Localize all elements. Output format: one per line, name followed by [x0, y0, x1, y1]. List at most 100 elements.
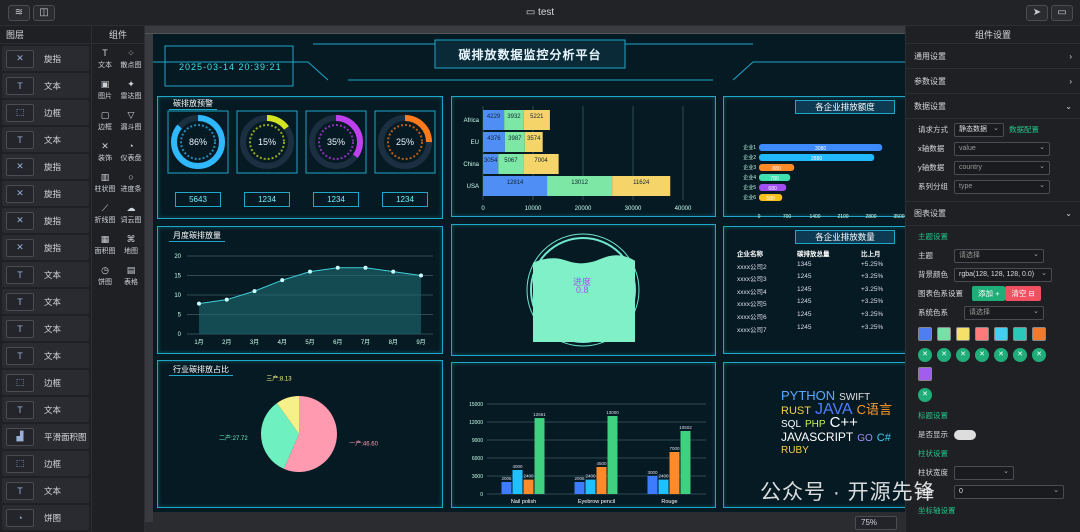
color-swatches: ✕ ✕ ✕ ✕ ✕ ✕ ✕ ✕	[906, 327, 1076, 402]
color-swatch[interactable]	[994, 327, 1008, 341]
layer-item[interactable]: ⬚ 边框	[2, 370, 89, 395]
component-item[interactable]: ◷ 饼图	[92, 265, 118, 292]
show-title-toggle[interactable]	[954, 429, 976, 440]
y-axis-select[interactable]: country	[954, 160, 1050, 175]
zoom-select[interactable]: 75%	[855, 516, 897, 530]
chart-settings-row[interactable]: 图表设置 ⌄	[906, 201, 1080, 226]
request-select[interactable]: 静态数据	[954, 122, 1004, 137]
component-label: 饼图	[98, 279, 112, 286]
delete-icon[interactable]: ✕	[918, 388, 932, 402]
bar-label: 880	[772, 166, 781, 172]
component-item[interactable]: ☁ 词云图	[118, 203, 144, 230]
layer-item[interactable]: T 文本	[2, 262, 89, 287]
layer-item[interactable]: ✕ 旋指	[2, 208, 89, 233]
bg-color-input[interactable]: rgba(128, 128, 128, 0.0)	[954, 267, 1052, 282]
layer-item[interactable]: T 文本	[2, 343, 89, 368]
color-swatch[interactable]	[975, 327, 989, 341]
bar	[585, 479, 596, 494]
layer-item[interactable]: T 文本	[2, 289, 89, 314]
canvas-area[interactable]: 碳排放数据监控分析平台 2025-03-14 20:39:21 碳排放预警 86…	[145, 26, 905, 532]
bar-label: 2400	[523, 474, 534, 479]
y-tick: 6000	[472, 456, 483, 462]
clear-color-button[interactable]: 清空 ⊟	[1005, 286, 1041, 301]
component-item[interactable]: ⟋ 折线图	[92, 203, 118, 230]
component-item[interactable]: ✕ 装饰	[92, 141, 118, 168]
hbar-panel[interactable]	[451, 96, 716, 217]
component-label: 文本	[98, 62, 112, 69]
monthly-title: 月度碳排放量	[169, 230, 225, 242]
component-item[interactable]: ▦ 面积图	[92, 234, 118, 261]
bar-width-input[interactable]	[954, 465, 1014, 480]
color-swatch[interactable]	[918, 327, 932, 341]
component-item[interactable]: ⌘ 地图	[118, 234, 144, 261]
layer-item[interactable]: ▟ 平滑面积图	[2, 424, 89, 449]
progress-chart	[526, 233, 640, 347]
tool-icon: ✕	[6, 157, 34, 176]
gauge-frame	[167, 110, 229, 174]
component-item[interactable]: ▤ 表格	[118, 265, 144, 292]
table-row: xxxx公司3 1245 +3.25%	[737, 273, 905, 286]
delete-icon[interactable]: ✕	[1032, 348, 1046, 362]
component-label: 折线图	[94, 217, 116, 224]
layer-label: 饼图	[44, 512, 62, 523]
layer-item[interactable]: ✕ 旋指	[2, 181, 89, 206]
layer-item[interactable]: ✕ 旋指	[2, 46, 89, 71]
component-item[interactable]: ▣ 图片	[92, 79, 118, 106]
monitor-icon[interactable]: ▭	[1051, 5, 1073, 21]
component-item[interactable]: ✦ 雷达图	[118, 79, 144, 106]
delete-icon[interactable]: ✕	[956, 348, 970, 362]
component-item[interactable]: ▢ 边框	[92, 110, 118, 137]
component-item[interactable]: ▥ 柱状图	[92, 172, 118, 199]
send-icon[interactable]: ➤	[1026, 5, 1048, 21]
color-swatch[interactable]	[1032, 327, 1046, 341]
delete-icon[interactable]: ✕	[937, 348, 951, 362]
component-item[interactable]: ○ 进度条	[118, 172, 144, 199]
theme-select[interactable]: 请选择	[954, 248, 1044, 263]
chevron-down-icon: ⌄	[1065, 101, 1072, 111]
table-cell: xxxx公司5	[737, 301, 767, 309]
layer-item[interactable]: ⬚ 边框	[2, 451, 89, 476]
text-icon: T	[6, 481, 34, 500]
gauge-inner	[180, 124, 216, 160]
tool-icon: ✕	[6, 184, 34, 203]
layer-item[interactable]: T 文本	[2, 478, 89, 503]
word-cloud-word: C++	[829, 414, 858, 431]
colorset-select[interactable]: 请选择	[964, 305, 1044, 320]
layer-item[interactable]: ⬚ 边框	[2, 100, 89, 125]
component-item[interactable]: ⁘ 散点图	[118, 48, 144, 75]
split-view-icon[interactable]: ◫	[33, 5, 55, 21]
delete-icon[interactable]: ✕	[994, 348, 1008, 362]
data-settings-row[interactable]: 数据设置 ⌄	[906, 94, 1080, 119]
dashboard-screen[interactable]: 碳排放数据监控分析平台 2025-03-14 20:39:21 碳排放预警 86…	[153, 34, 905, 512]
color-swatch[interactable]	[918, 367, 932, 381]
general-settings-row[interactable]: 通用设置 ›	[906, 44, 1080, 69]
component-label: 仪表盘	[120, 155, 142, 162]
delete-icon[interactable]: ✕	[1013, 348, 1027, 362]
component-item[interactable]: ▽ 漏斗图	[118, 110, 144, 137]
color-swatch[interactable]	[1013, 327, 1027, 341]
component-item[interactable]: T 文本	[92, 48, 118, 75]
component-label: 柱状图	[94, 186, 116, 193]
y-tick: 0	[480, 492, 483, 498]
layer-item[interactable]: ◔ 饼图	[2, 505, 89, 530]
group-select[interactable]: type	[954, 179, 1050, 194]
delete-icon[interactable]: ✕	[918, 348, 932, 362]
layer-item[interactable]: T 文本	[2, 127, 89, 152]
component-item[interactable]: ◔ 仪表盘	[118, 141, 144, 168]
x-axis-select[interactable]: value	[954, 141, 1050, 156]
amount-title: 各企业排放数量	[795, 230, 895, 244]
layer-item[interactable]: T 文本	[2, 316, 89, 341]
add-color-button[interactable]: 添加 +	[972, 286, 1006, 301]
layers-toggle-icon[interactable]: ≋	[8, 5, 30, 21]
param-settings-row[interactable]: 参数设置 ›	[906, 69, 1080, 94]
bar	[483, 132, 505, 152]
radius-input[interactable]: 0	[954, 484, 1064, 499]
color-swatch[interactable]	[956, 327, 970, 341]
layer-item[interactable]: ✕ 旋指	[2, 154, 89, 179]
delete-icon[interactable]: ✕	[975, 348, 989, 362]
layer-item[interactable]: ✕ 旋指	[2, 235, 89, 260]
layer-item[interactable]: T 文本	[2, 397, 89, 422]
layer-item[interactable]: T 文本	[2, 73, 89, 98]
color-swatch[interactable]	[937, 327, 951, 341]
data-config-link[interactable]: 数据配置	[1009, 125, 1039, 134]
